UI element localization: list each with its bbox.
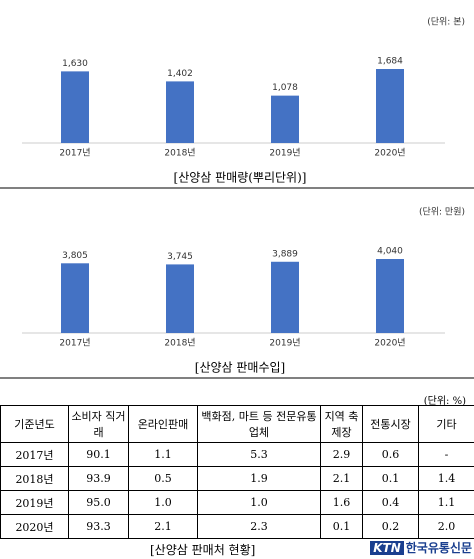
bar — [271, 261, 299, 333]
table-cell: 90.1 — [68, 442, 129, 467]
value-label: 3,889 — [272, 249, 298, 259]
logo-mark: KTN — [370, 541, 404, 555]
value-label: 4,040 — [377, 247, 403, 257]
header-cell: 온라인판매 — [128, 405, 198, 443]
bar — [166, 264, 194, 333]
table-unit: (단위: %) — [423, 396, 466, 407]
bar — [271, 95, 299, 143]
table-cell: 0.5 — [128, 466, 198, 491]
x-tick-label: 2018년 — [164, 148, 195, 159]
x-tick-label: 2018년 — [164, 338, 195, 349]
bar — [61, 263, 89, 333]
table-row: 2018년 93.9 0.5 1.9 2.1 0.1 1.4 — [0, 466, 474, 491]
table-cell: 2.1 — [320, 466, 363, 491]
table-row: 2020년 93.3 2.1 2.3 0.1 0.2 2.0 — [0, 514, 474, 539]
table-cell: 1.1 — [128, 442, 198, 467]
table-cell: 2017년 — [0, 442, 69, 467]
value-label: 3,745 — [167, 252, 193, 262]
bar — [376, 69, 404, 143]
x-tick-label: 2019년 — [269, 338, 300, 349]
x-tick-label: 2020년 — [374, 148, 405, 159]
table-cell: 95.0 — [68, 490, 129, 515]
header-cell: 기준년도 — [0, 405, 69, 443]
chart-caption: [산양삼 판매량(뿌리단위)] — [174, 171, 307, 185]
x-tick-label: 2017년 — [59, 338, 90, 349]
header-cell: 전통시장 — [362, 405, 419, 443]
table-cell: 1.4 — [418, 466, 474, 491]
table: 기준년도 소비자 직거래 온라인판매 백화점, 마트 등 전문유통업체 지역 축제장 전통… — [0, 405, 474, 539]
x-tick-label: 2020년 — [374, 338, 405, 349]
header-row: 기준년도 소비자 직거래 온라인판매 백화점, 마트 등 전문유통업체 지역 축제장 전통… — [0, 405, 474, 443]
table-cell: 0.4 — [362, 490, 419, 515]
table-cell: 1.9 — [197, 466, 321, 491]
unit-note: (단위: 본) — [427, 17, 465, 28]
value-label: 1,684 — [377, 57, 403, 67]
unit-note: (단위: 만원) — [419, 207, 465, 218]
table-cell: - — [418, 442, 474, 467]
table-cell: 1.6 — [320, 490, 363, 515]
table-row: 2019년 95.0 1.0 1.0 1.6 0.4 1.1 — [0, 490, 474, 515]
charts: (단위: 본) 1,630 2017년 1,402 2018년 1,078 2019년 1,6… — [0, 17, 474, 379]
x-tick-label: 2019년 — [269, 148, 300, 159]
header-cell: 소비자 직거래 — [68, 405, 129, 443]
bar — [376, 259, 404, 333]
table-cell: 2.9 — [320, 442, 363, 467]
header-cell: 백화점, 마트 등 전문유통업체 — [197, 405, 321, 443]
table-cell: 2019년 — [0, 490, 69, 515]
table-cell: 0.2 — [362, 514, 419, 539]
table-cell: 1.0 — [197, 490, 321, 515]
table-cell: 93.3 — [68, 514, 129, 539]
table-cell: 93.9 — [68, 466, 129, 491]
table-cell: 0.1 — [320, 514, 363, 539]
table-cell: 2020년 — [0, 514, 69, 539]
logo: KTN 한국유통신문 — [370, 539, 472, 556]
table-cell: 5.3 — [197, 442, 321, 467]
header-cell: 지역 축제장 — [320, 405, 363, 443]
table-cell: 2.1 — [128, 514, 198, 539]
value-label: 1,078 — [272, 83, 298, 93]
table-cell: 0.1 — [362, 466, 419, 491]
table-caption: [산양삼 판매처 현황] — [150, 543, 256, 557]
value-label: 1,630 — [62, 59, 88, 69]
bar — [61, 71, 89, 143]
bar — [166, 81, 194, 143]
table-cell: 2018년 — [0, 466, 69, 491]
x-tick-label: 2017년 — [59, 148, 90, 159]
table-cell: 1.1 — [418, 490, 474, 515]
header-cell: 기타 — [418, 405, 474, 443]
table-cell: 1.0 — [128, 490, 198, 515]
table-cell: 0.6 — [362, 442, 419, 467]
value-label: 3,805 — [62, 251, 88, 261]
table-cell: 2.0 — [418, 514, 474, 539]
chart-caption: [산양삼 판매수입] — [195, 361, 285, 375]
table-row: 2017년 90.1 1.1 5.3 2.9 0.6- — [0, 442, 474, 467]
logo-name: 한국유통신문 — [405, 541, 472, 555]
value-label: 1,402 — [167, 69, 193, 79]
table-cell: 2.3 — [197, 514, 321, 539]
